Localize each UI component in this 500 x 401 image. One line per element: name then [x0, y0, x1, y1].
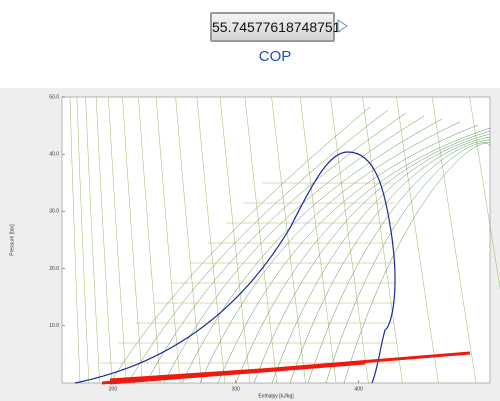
- value-label: COP: [258, 48, 292, 65]
- plot-area: [61, 96, 491, 384]
- x-tick-label: 200: [109, 386, 118, 392]
- isochore: [396, 96, 439, 384]
- y-tick-label: 20.0: [49, 266, 59, 272]
- isotherm: [271, 133, 491, 384]
- isochore: [244, 96, 278, 384]
- isotherm: [253, 130, 491, 384]
- y-tick-label: 50.0: [49, 94, 59, 100]
- isochore: [299, 96, 337, 384]
- value-display: 55.74577618748751: [210, 12, 340, 42]
- isotherm: [307, 139, 491, 384]
- isochore: [362, 96, 403, 384]
- isochore: [69, 96, 81, 384]
- isolines: [69, 96, 500, 384]
- isochore: [271, 96, 306, 384]
- x-tick-label: 300: [232, 386, 241, 392]
- ph-chart: Pressure [bar] Enthalpy [kJ/kg] 10.0 20.0…: [0, 88, 500, 401]
- y-axis-label: Pressure [bar]: [9, 224, 15, 256]
- isochore: [122, 96, 143, 384]
- saturation-dome: [74, 151, 396, 384]
- x-tick-label: 400: [354, 386, 363, 392]
- isotherm: [145, 112, 407, 384]
- y-tick-label: 30.0: [49, 209, 59, 215]
- isochore: [76, 96, 90, 384]
- isochore: [155, 96, 181, 384]
- isochore: [469, 96, 500, 290]
- x-axis-label: Enthalpy [kJ/kg]: [258, 393, 294, 399]
- isochore: [175, 96, 202, 384]
- isochore: [431, 96, 477, 384]
- isochore: [95, 96, 113, 384]
- isotherm: [289, 136, 491, 384]
- isochore: [85, 96, 100, 384]
- arrow-icon: [337, 19, 348, 33]
- isochore: [138, 96, 161, 384]
- isochore: [330, 96, 369, 384]
- isotherm: [109, 106, 371, 384]
- isochore: [219, 96, 251, 384]
- isochore: [196, 96, 226, 384]
- isotherm: [235, 127, 491, 384]
- isotherm: [217, 124, 479, 384]
- isochore: [108, 96, 127, 384]
- isotherm: [163, 115, 425, 384]
- y-tick-label: 40.0: [49, 152, 59, 158]
- isotherm: [343, 143, 491, 384]
- cycle-line: [101, 351, 471, 385]
- y-tick-label: 10.0: [49, 323, 59, 329]
